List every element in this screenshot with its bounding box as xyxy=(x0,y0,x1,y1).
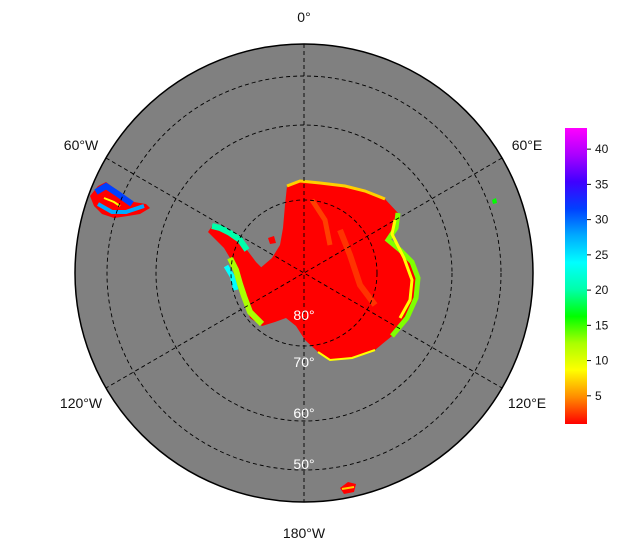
colorbar-tick-label: 15 xyxy=(595,318,609,332)
interior-ridge-2 xyxy=(309,198,333,246)
meridian-120 xyxy=(105,157,503,389)
lat-label-60: 60° xyxy=(293,405,314,421)
colorbar-tick-label: 40 xyxy=(595,142,609,156)
lon-label-120w: 120°W xyxy=(60,395,103,411)
coast-band-south xyxy=(317,349,376,362)
coast-band-peninsula xyxy=(211,223,250,252)
coast-band-samerica-2 xyxy=(97,202,145,214)
coast-band-samerica xyxy=(94,182,134,207)
lon-label-120e: 120°E xyxy=(508,395,546,411)
antarctica-landmass xyxy=(244,181,418,360)
lat-label-70: 70° xyxy=(293,354,314,370)
colorbar: 5 10 15 20 25 30 35 40 xyxy=(565,128,609,424)
colorbar-tick-label: 35 xyxy=(595,177,609,191)
lon-label-0: 0° xyxy=(297,9,310,25)
land-layer xyxy=(90,181,497,494)
lat-label-80: 80° xyxy=(293,307,314,323)
interior-ridge xyxy=(337,228,378,307)
colorbar-tick-label: 20 xyxy=(595,283,609,297)
colorbar-tick-label: 30 xyxy=(595,213,609,227)
lon-label-60w: 60°W xyxy=(64,137,99,153)
colorbar-tick-label: 5 xyxy=(595,389,602,403)
island-band xyxy=(341,486,355,490)
colorbar-gradient xyxy=(565,128,587,424)
coast-band-north xyxy=(286,179,386,201)
small-island xyxy=(268,236,276,244)
colorbar-tick-label: 25 xyxy=(595,248,609,262)
coast-band-peninsula-2 xyxy=(227,256,265,327)
coast-band-peninsula-3 xyxy=(223,264,239,291)
lon-label-180w: 180°W xyxy=(283,525,326,541)
lon-label-60e: 60°E xyxy=(512,137,543,153)
small-island xyxy=(492,198,497,204)
colorbar-tick-label: 10 xyxy=(595,354,609,368)
graticule xyxy=(105,44,503,502)
coast-band-samerica-3 xyxy=(103,197,121,207)
meridian-60 xyxy=(105,157,503,389)
coastal-values xyxy=(94,179,421,490)
coast-band-east-inner xyxy=(390,219,414,319)
lat-label-50: 50° xyxy=(293,456,314,472)
lat-circle-70 xyxy=(155,124,453,422)
